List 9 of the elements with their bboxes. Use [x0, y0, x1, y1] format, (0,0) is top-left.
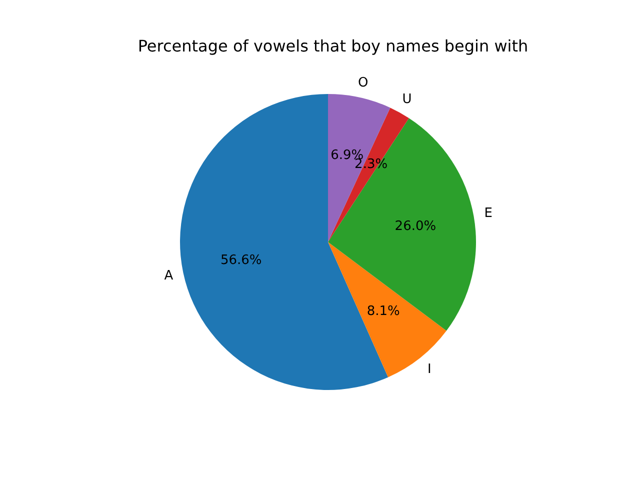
slice-label: U	[402, 92, 412, 108]
slice-label: O	[358, 76, 368, 91]
slice-label: E	[484, 206, 492, 222]
chart-title: Percentage of vowels that boy names begin with	[138, 36, 528, 56]
data-label: 8.1%	[366, 304, 400, 319]
slice-label: I	[428, 362, 432, 377]
data-label: 26.0%	[394, 219, 436, 234]
slice-label: A	[164, 268, 174, 284]
data-label: 56.6%	[220, 252, 262, 268]
